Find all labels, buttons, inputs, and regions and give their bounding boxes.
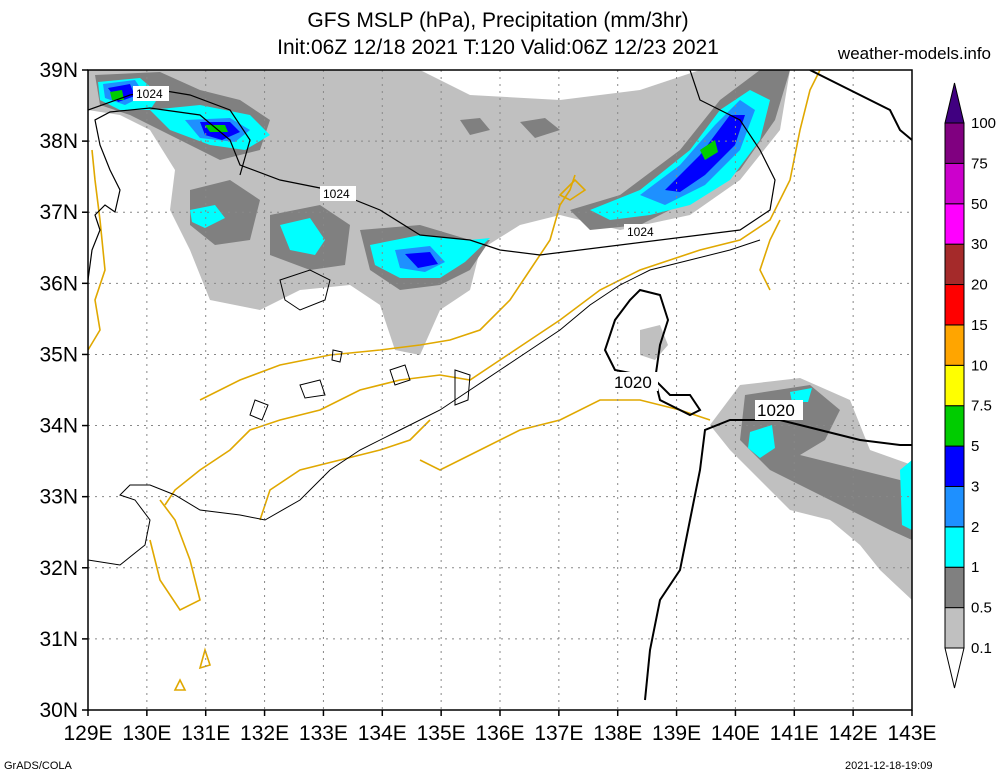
colorbar-label: 15 [971,317,988,334]
colorbar-label: 7.5 [971,398,992,415]
lat-tick-label: 35N [39,343,78,366]
colorbar-bin [944,607,965,649]
lon-tick-label: 140E [711,722,760,745]
map-area: 1024 1024 1024 1020 1020 [88,70,912,710]
colorbar-label: 0.5 [971,600,992,617]
lon-tick-label: 130E [122,722,171,745]
map-axes: 129E 130E 131E 132E 133E 134E 135E 136E 137E 138E… [39,59,936,745]
colorbar-label: 30 [971,236,988,253]
colorbar-bin [944,647,965,689]
coastlines [88,70,821,691]
colorbar-bin [944,162,965,205]
isobar-1024-north [88,89,251,176]
lon-tick-label: 134E [358,722,407,745]
colorbar-bin [944,445,965,487]
colorbar-bin [944,364,965,407]
isobar-1020-east [644,419,912,701]
map-title-line2: Init:06Z 12/18 2021 T:120 Valid:06Z 12/2… [277,36,719,59]
colorbar-bin [944,526,965,568]
lon-tick-label: 137E [534,722,583,745]
lon-tick-label: 131E [181,722,230,745]
lat-tick-label: 38N [39,130,78,153]
software-credit: GrADS/COLA [4,760,72,772]
isobar-tiny-2 [249,399,269,421]
isobar-label: 1024 [323,187,350,201]
isobar-label: 1020 [614,373,652,392]
isobar-1020-northeast [809,70,912,141]
lon-tick-label: 142E [829,722,878,745]
lon-tick-label: 129E [63,722,112,745]
lat-tick-label: 33N [39,486,78,509]
lat-tick-label: 34N [39,415,78,438]
isobar-label: 1024 [627,225,654,239]
colorbar-label: 50 [971,196,988,213]
lon-tick-label: 136E [475,722,524,745]
isobar-south [88,239,761,566]
colorbar-bin [944,566,965,609]
lon-tick-label: 135E [417,722,466,745]
colorbar-label: 5 [971,438,979,455]
colorbar-label: 10 [971,357,988,374]
lon-tick-label: 143E [887,722,936,745]
isobar-label: 1020 [757,401,795,420]
map-title-line1: GFS MSLP (hPa), Precipitation (mm/3hr) [307,9,689,32]
colorbar-label: 100 [971,115,996,132]
precip-colorbar: 0.1 0.5 1 2 3 5 7.5 10 15 20 30 50 75 100 [944,82,996,689]
lat-tick-label: 37N [39,201,78,224]
colorbar-bin [944,122,965,164]
isobar-tiny-5 [331,349,343,363]
colorbar-label: 1 [971,559,979,576]
colorbar-bin [944,82,965,124]
colorbar-bin [944,405,965,447]
colorbar-label: 75 [971,155,988,172]
lon-tick-label: 133E [299,722,348,745]
isobar-labels: 1024 1024 1024 1020 1020 [133,86,803,420]
lon-tick-label: 138E [593,722,642,745]
lon-tick-label: 141E [770,722,819,745]
lat-tick-label: 32N [39,557,78,580]
generation-timestamp: 2021-12-18-19:09 [845,760,933,772]
colorbar-bin [944,203,965,245]
isobar-tiny-4 [454,369,471,406]
colorbar-label: 0.1 [971,640,992,657]
colorbar-label: 3 [971,478,979,495]
lon-tick-label: 139E [652,722,701,745]
map-grid [88,70,912,710]
lat-tick-label: 31N [39,628,78,651]
colorbar-bin [944,284,965,326]
isobar-small-loop [279,269,331,311]
colorbar-label: 2 [971,519,979,536]
isobar-tiny-3 [389,364,411,386]
lon-tick-label: 132E [240,722,289,745]
isobar-label: 1024 [136,87,163,101]
colorbar-bin [944,485,965,528]
colorbar-bin [944,243,965,286]
lat-tick-label: 36N [39,272,78,295]
isobar-tiny-1 [299,379,326,399]
lat-tick-label: 39N [39,59,78,82]
site-credit: weather-models.info [837,44,991,63]
lat-tick-label: 30N [39,699,78,722]
isobar-1020-loop [603,288,702,417]
colorbar-label: 20 [971,277,988,294]
colorbar-bin [944,324,965,366]
